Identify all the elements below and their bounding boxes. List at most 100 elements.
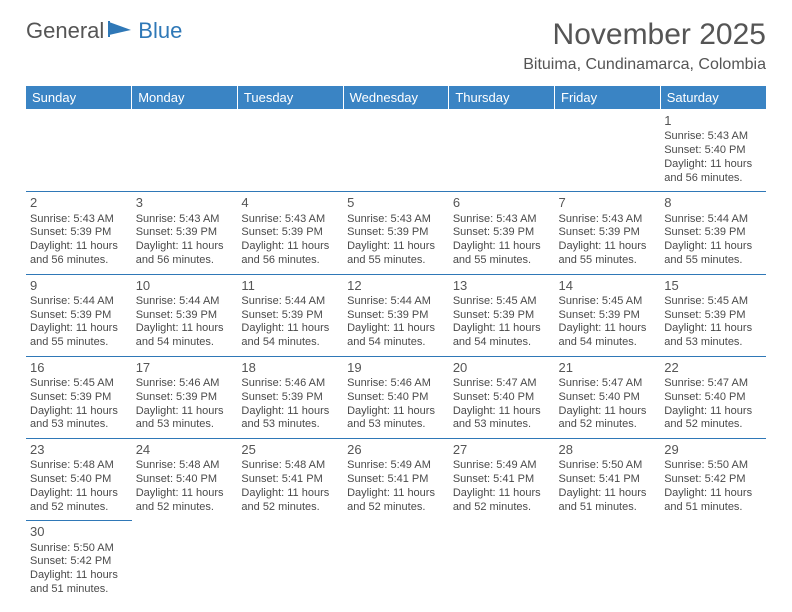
day-detail: and 55 minutes. xyxy=(30,336,128,350)
day-detail: and 52 minutes. xyxy=(30,501,128,515)
calendar-cell xyxy=(555,110,661,192)
day-detail: Daylight: 11 hours xyxy=(30,322,128,336)
day-number: 25 xyxy=(241,442,339,458)
day-detail: Sunrise: 5:49 AM xyxy=(347,459,445,473)
day-detail: Sunset: 5:39 PM xyxy=(30,391,128,405)
day-detail: Daylight: 11 hours xyxy=(30,569,128,583)
day-detail: Sunset: 5:39 PM xyxy=(559,226,657,240)
day-detail: and 51 minutes. xyxy=(559,501,657,515)
calendar-cell: 23Sunrise: 5:48 AMSunset: 5:40 PMDayligh… xyxy=(26,439,132,521)
month-title: November 2025 xyxy=(523,18,766,52)
day-number: 24 xyxy=(136,442,234,458)
day-detail: Daylight: 11 hours xyxy=(453,487,551,501)
day-detail: Daylight: 11 hours xyxy=(559,487,657,501)
day-detail: and 55 minutes. xyxy=(559,254,657,268)
day-detail: and 52 minutes. xyxy=(453,501,551,515)
calendar-cell: 26Sunrise: 5:49 AMSunset: 5:41 PMDayligh… xyxy=(343,439,449,521)
day-detail: Sunrise: 5:43 AM xyxy=(136,213,234,227)
day-detail: Sunrise: 5:45 AM xyxy=(453,295,551,309)
calendar-cell: 2Sunrise: 5:43 AMSunset: 5:39 PMDaylight… xyxy=(26,192,132,274)
calendar-cell: 29Sunrise: 5:50 AMSunset: 5:42 PMDayligh… xyxy=(660,439,766,521)
day-detail: and 54 minutes. xyxy=(559,336,657,350)
day-number: 2 xyxy=(30,195,128,211)
day-detail: Sunset: 5:39 PM xyxy=(559,309,657,323)
day-detail: and 56 minutes. xyxy=(136,254,234,268)
day-detail: Sunrise: 5:47 AM xyxy=(453,377,551,391)
day-detail: Daylight: 11 hours xyxy=(30,405,128,419)
day-number: 6 xyxy=(453,195,551,211)
day-detail: Daylight: 11 hours xyxy=(347,240,445,254)
day-number: 11 xyxy=(241,278,339,294)
calendar-cell: 17Sunrise: 5:46 AMSunset: 5:39 PMDayligh… xyxy=(132,356,238,438)
day-detail: Daylight: 11 hours xyxy=(559,405,657,419)
day-detail: Sunrise: 5:50 AM xyxy=(559,459,657,473)
calendar-cell xyxy=(343,110,449,192)
calendar-cell: 25Sunrise: 5:48 AMSunset: 5:41 PMDayligh… xyxy=(237,439,343,521)
weekday-header: Wednesday xyxy=(343,86,449,110)
day-detail: Sunrise: 5:48 AM xyxy=(30,459,128,473)
day-detail: Daylight: 11 hours xyxy=(347,405,445,419)
day-detail: Sunset: 5:41 PM xyxy=(241,473,339,487)
day-detail: and 53 minutes. xyxy=(30,418,128,432)
day-number: 5 xyxy=(347,195,445,211)
day-detail: Sunrise: 5:50 AM xyxy=(664,459,762,473)
day-number: 3 xyxy=(136,195,234,211)
day-detail: Daylight: 11 hours xyxy=(664,158,762,172)
day-detail: and 52 minutes. xyxy=(241,501,339,515)
day-number: 20 xyxy=(453,360,551,376)
calendar-cell: 3Sunrise: 5:43 AMSunset: 5:39 PMDaylight… xyxy=(132,192,238,274)
day-number: 7 xyxy=(559,195,657,211)
day-detail: Daylight: 11 hours xyxy=(453,405,551,419)
day-detail: and 52 minutes. xyxy=(664,418,762,432)
day-detail: Sunrise: 5:48 AM xyxy=(241,459,339,473)
day-detail: Sunrise: 5:44 AM xyxy=(136,295,234,309)
calendar-cell xyxy=(132,521,238,603)
calendar-cell: 8Sunrise: 5:44 AMSunset: 5:39 PMDaylight… xyxy=(660,192,766,274)
day-detail: Sunrise: 5:43 AM xyxy=(241,213,339,227)
day-detail: Sunrise: 5:43 AM xyxy=(664,130,762,144)
day-detail: Sunrise: 5:46 AM xyxy=(241,377,339,391)
day-detail: Sunset: 5:39 PM xyxy=(347,309,445,323)
calendar-cell xyxy=(237,521,343,603)
day-detail: Sunrise: 5:43 AM xyxy=(30,213,128,227)
day-detail: Daylight: 11 hours xyxy=(136,405,234,419)
day-number: 22 xyxy=(664,360,762,376)
day-detail: and 55 minutes. xyxy=(664,254,762,268)
day-detail: and 54 minutes. xyxy=(241,336,339,350)
day-detail: Sunset: 5:40 PM xyxy=(453,391,551,405)
calendar-cell xyxy=(449,521,555,603)
day-detail: and 55 minutes. xyxy=(453,254,551,268)
calendar-cell: 15Sunrise: 5:45 AMSunset: 5:39 PMDayligh… xyxy=(660,274,766,356)
day-detail: Sunset: 5:42 PM xyxy=(664,473,762,487)
day-number: 29 xyxy=(664,442,762,458)
day-detail: Daylight: 11 hours xyxy=(136,240,234,254)
day-number: 9 xyxy=(30,278,128,294)
day-detail: and 52 minutes. xyxy=(559,418,657,432)
day-number: 19 xyxy=(347,360,445,376)
calendar-cell: 1Sunrise: 5:43 AMSunset: 5:40 PMDaylight… xyxy=(660,110,766,192)
day-number: 13 xyxy=(453,278,551,294)
day-detail: and 56 minutes. xyxy=(664,172,762,186)
day-number: 26 xyxy=(347,442,445,458)
calendar-cell: 14Sunrise: 5:45 AMSunset: 5:39 PMDayligh… xyxy=(555,274,661,356)
day-detail: Sunset: 5:39 PM xyxy=(241,226,339,240)
calendar-cell: 9Sunrise: 5:44 AMSunset: 5:39 PMDaylight… xyxy=(26,274,132,356)
day-detail: Daylight: 11 hours xyxy=(136,322,234,336)
location: Bituima, Cundinamarca, Colombia xyxy=(523,56,766,74)
day-detail: Daylight: 11 hours xyxy=(241,322,339,336)
day-detail: Sunset: 5:39 PM xyxy=(30,226,128,240)
day-detail: Sunrise: 5:44 AM xyxy=(664,213,762,227)
weekday-header: Thursday xyxy=(449,86,555,110)
day-detail: Daylight: 11 hours xyxy=(453,322,551,336)
day-detail: and 54 minutes. xyxy=(347,336,445,350)
logo: General Blue xyxy=(26,18,182,44)
day-detail: Daylight: 11 hours xyxy=(559,240,657,254)
calendar-cell: 6Sunrise: 5:43 AMSunset: 5:39 PMDaylight… xyxy=(449,192,555,274)
calendar-cell: 19Sunrise: 5:46 AMSunset: 5:40 PMDayligh… xyxy=(343,356,449,438)
day-detail: and 56 minutes. xyxy=(30,254,128,268)
calendar-cell: 12Sunrise: 5:44 AMSunset: 5:39 PMDayligh… xyxy=(343,274,449,356)
calendar-row: 30Sunrise: 5:50 AMSunset: 5:42 PMDayligh… xyxy=(26,521,766,603)
calendar-body: 1Sunrise: 5:43 AMSunset: 5:40 PMDaylight… xyxy=(26,110,766,603)
calendar-cell xyxy=(132,110,238,192)
weekday-header: Friday xyxy=(555,86,661,110)
